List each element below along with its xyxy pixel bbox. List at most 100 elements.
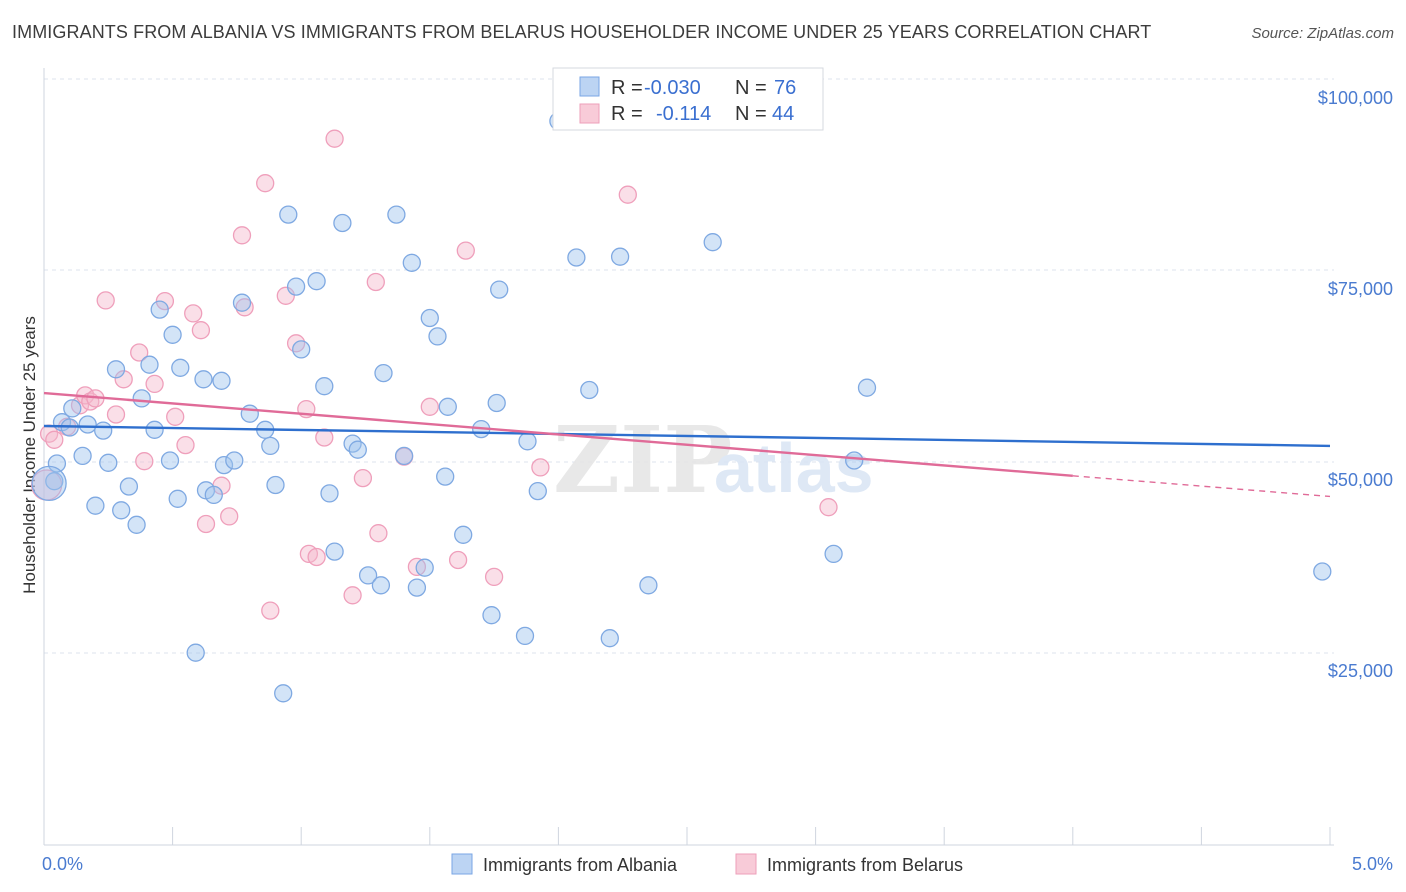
x-ticks <box>43 827 1331 845</box>
belarus-point <box>366 272 385 292</box>
albania-point <box>490 280 509 299</box>
albania-point <box>1313 562 1332 581</box>
y-tick-50000: $50,000 <box>1328 470 1393 490</box>
albania-point <box>315 377 334 396</box>
watermark-zip: ZIP <box>553 406 732 514</box>
albania-point <box>266 475 285 495</box>
belarus-point <box>325 129 344 148</box>
belarus-point <box>420 397 439 416</box>
albania-point <box>279 205 298 224</box>
albania-point <box>307 272 326 291</box>
gridlines <box>44 78 1334 654</box>
albania-point <box>225 451 244 470</box>
belarus-point <box>256 174 275 193</box>
albania-point <box>348 440 367 459</box>
albania-point <box>320 484 339 503</box>
y-axis-title: Householder Income Under 25 years <box>20 316 39 594</box>
albania-point <box>333 213 352 233</box>
legend-n-label-albania: N = <box>735 77 767 99</box>
albania-point <box>73 446 92 466</box>
albania-point <box>240 404 259 423</box>
albania-point <box>145 420 164 439</box>
legend-r-value-belarus: -0.114 <box>656 103 711 125</box>
albania-point <box>194 370 213 389</box>
albania-point <box>45 472 64 491</box>
albania-point <box>214 455 234 475</box>
albania-point <box>119 477 139 496</box>
belarus-point <box>166 407 185 426</box>
bottom-legend-swatch-belarus <box>735 853 757 875</box>
albania-point <box>528 481 547 501</box>
belarus-point <box>819 498 838 517</box>
belarus-point <box>353 468 373 488</box>
albania-point <box>163 325 182 344</box>
y-tick-75000: $75,000 <box>1328 279 1393 299</box>
albania-point <box>171 358 190 377</box>
albania-point <box>600 629 619 648</box>
legend-n-value-belarus: 44 <box>772 103 794 125</box>
bottom-legend-label-albania: Immigrants from Albania <box>483 855 678 875</box>
x-min-label: 0.0% <box>42 854 83 874</box>
series-legend: Immigrants from Albania Immigrants from … <box>451 853 963 875</box>
albania-point <box>703 233 722 252</box>
albania-point <box>286 277 306 296</box>
albania-point <box>438 397 457 416</box>
albania-point <box>857 378 877 397</box>
belarus-point <box>315 428 334 447</box>
legend-swatch-belarus <box>579 103 600 124</box>
belarus-point <box>307 547 326 567</box>
legend-r-value-albania: -0.030 <box>644 77 701 99</box>
albania-point <box>292 340 311 359</box>
belarus-point <box>135 452 154 471</box>
belarus-point <box>531 458 550 477</box>
belarus-point <box>369 524 388 543</box>
albania-point <box>261 436 280 456</box>
legend-r-label-belarus: R = <box>611 103 643 125</box>
belarus-point <box>45 430 64 449</box>
source-label: Source: ZipAtlas.com <box>1251 25 1394 42</box>
albania-point <box>415 558 434 577</box>
albania-point <box>232 293 252 312</box>
bottom-legend-swatch-albania <box>451 853 473 875</box>
belarus-point <box>261 601 280 620</box>
albania-point <box>94 421 113 440</box>
albania-point <box>518 432 537 451</box>
stats-legend: R = -0.030 N = 76 R = -0.114 N = 44 <box>552 67 824 131</box>
albania-point <box>420 308 439 328</box>
belarus-point <box>176 435 195 455</box>
albania-point <box>845 451 864 470</box>
belarus-point <box>130 343 149 362</box>
bottom-legend-label-belarus: Immigrants from Belarus <box>767 855 963 875</box>
belarus-point <box>343 586 362 605</box>
belarus-point <box>618 185 637 204</box>
albania-point <box>580 380 599 400</box>
albania-point <box>78 415 97 434</box>
albania-point <box>63 399 82 418</box>
albania-point <box>387 205 406 224</box>
albania-point <box>436 467 455 486</box>
legend-swatch-albania <box>579 76 600 97</box>
belarus-point <box>276 286 295 305</box>
albania-point <box>374 363 393 383</box>
y-tick-100000: $100,000 <box>1318 88 1393 108</box>
belarus-point <box>232 226 252 245</box>
watermark-atlas: atlas <box>714 429 874 507</box>
belarus-point <box>191 321 211 340</box>
legend-r-label-albania: R = <box>611 77 643 99</box>
trendlines <box>43 391 1331 498</box>
albania-point <box>428 327 447 346</box>
albania-point <box>567 248 586 267</box>
albania-point <box>487 393 506 413</box>
albania-point <box>402 253 421 272</box>
albania-point <box>150 300 169 319</box>
series-belarus <box>30 129 838 620</box>
albania-point <box>358 566 378 585</box>
legend-n-label-belarus: N = <box>735 103 767 125</box>
albania-point <box>186 643 205 662</box>
y-tick-25000: $25,000 <box>1328 661 1393 681</box>
albania-point <box>454 525 473 544</box>
belarus-point <box>448 550 468 570</box>
albania-point <box>168 489 187 508</box>
albania-point <box>325 542 344 561</box>
